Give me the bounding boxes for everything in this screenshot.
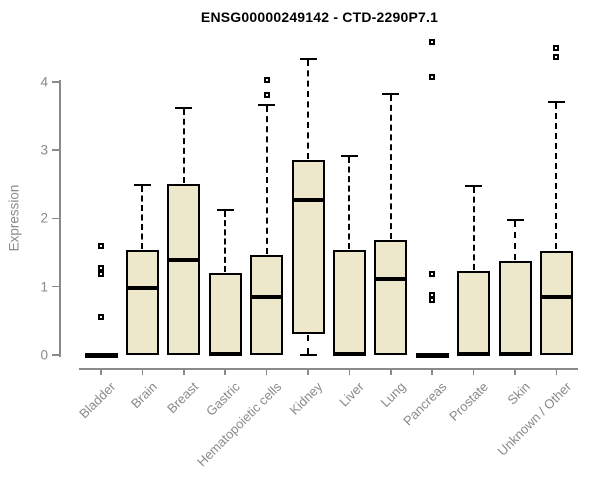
x-axis-tick [265, 369, 268, 375]
chart-title: ENSG00000249142 - CTD-2290P7.1 [200, 9, 439, 25]
outlier-point [429, 74, 436, 81]
outlier-point [553, 53, 560, 60]
collapsed-box-pancreas [415, 352, 449, 358]
median-line [457, 351, 491, 356]
y-tick-label: 2 [40, 210, 48, 226]
upper-whisker-cap [506, 219, 524, 222]
upper-whisker [182, 109, 185, 183]
upper-whisker [389, 95, 392, 239]
x-axis-tick [514, 369, 516, 375]
x-tick-label: Liver [336, 379, 368, 410]
x-tick-label: Gastric [203, 379, 243, 419]
outlier-point [553, 45, 560, 52]
outlier-point [429, 291, 436, 298]
y-tick-label: 1 [40, 279, 48, 295]
upper-whisker-cap [465, 185, 483, 188]
box-unknown-other [539, 250, 573, 355]
x-tick-label: Brain [127, 379, 161, 412]
upper-whisker [307, 60, 309, 160]
x-axis-tick [431, 369, 433, 375]
box-liver [332, 249, 366, 355]
outlier-point [429, 39, 436, 46]
median-line [125, 286, 159, 291]
x-axis-tick [348, 369, 351, 375]
box-breast [167, 183, 201, 355]
y-axis-tick [52, 217, 59, 220]
box-lung [374, 239, 408, 355]
x-tick-label: Unknown / Other [494, 379, 575, 459]
outlier-point [429, 297, 436, 304]
outlier-point [263, 76, 270, 83]
upper-whisker-cap [175, 107, 193, 110]
y-axis-tick [52, 354, 59, 356]
upper-whisker [265, 106, 268, 254]
x-tick-label: Prostate [446, 379, 492, 424]
outlier-point [98, 313, 104, 320]
box-prostate [457, 270, 491, 355]
outlier-point [98, 264, 104, 271]
upper-whisker [224, 211, 227, 273]
y-axis-tick [52, 285, 59, 288]
upper-whisker-cap [382, 93, 400, 96]
outlier-point [98, 242, 104, 249]
x-tick-label: Kidney [286, 379, 326, 418]
median-line [167, 258, 201, 263]
upper-whisker-cap [299, 58, 317, 61]
x-axis-tick [100, 369, 102, 375]
y-tick-label: 4 [40, 74, 48, 90]
x-tick-label: Pancreas [400, 379, 450, 429]
median-line [374, 276, 408, 281]
median-line [250, 294, 284, 299]
box-hematopoietic-cells [250, 254, 284, 355]
y-axis-label: Expression [6, 184, 22, 252]
x-tick-label: Bladder [76, 379, 119, 422]
x-axis-tick [141, 369, 144, 375]
x-tick-label: Breast [164, 379, 202, 417]
upper-whisker [141, 185, 144, 249]
x-axis-line [79, 368, 579, 370]
upper-whisker-cap [216, 209, 234, 212]
x-axis-tick [224, 369, 226, 375]
outlier-point [429, 271, 436, 278]
median-line [208, 351, 242, 356]
y-axis-tick [52, 81, 59, 83]
outlier-point [263, 92, 270, 99]
upper-whisker [472, 187, 475, 270]
x-axis-tick [183, 369, 185, 375]
x-axis-tick [307, 369, 309, 375]
x-axis-tick [555, 369, 558, 375]
upper-whisker-cap [258, 104, 276, 107]
lower-whisker-cap [299, 354, 317, 356]
x-axis-tick [390, 369, 392, 375]
upper-whisker [348, 157, 351, 249]
x-tick-label: Lung [377, 379, 409, 411]
y-axis-line [59, 80, 61, 357]
median-line [498, 351, 532, 356]
median-line [332, 351, 366, 356]
x-tick-label: Skin [504, 379, 533, 408]
upper-whisker [514, 221, 516, 260]
lower-whisker [307, 334, 309, 354]
x-axis-tick [472, 369, 475, 375]
box-brain [125, 249, 159, 355]
upper-whisker-cap [547, 100, 565, 103]
median-line [539, 294, 573, 299]
y-tick-label: 0 [40, 347, 48, 363]
y-tick-label: 3 [40, 142, 48, 158]
box-kidney [291, 160, 325, 334]
median-line [291, 197, 325, 202]
upper-whisker [555, 102, 558, 250]
y-axis-tick [52, 149, 59, 151]
collapsed-box-bladder [84, 352, 118, 358]
upper-whisker-cap [133, 183, 151, 186]
box-gastric [208, 273, 242, 355]
box-skin [498, 260, 532, 355]
outlier-point [98, 270, 104, 277]
upper-whisker-cap [340, 155, 358, 158]
